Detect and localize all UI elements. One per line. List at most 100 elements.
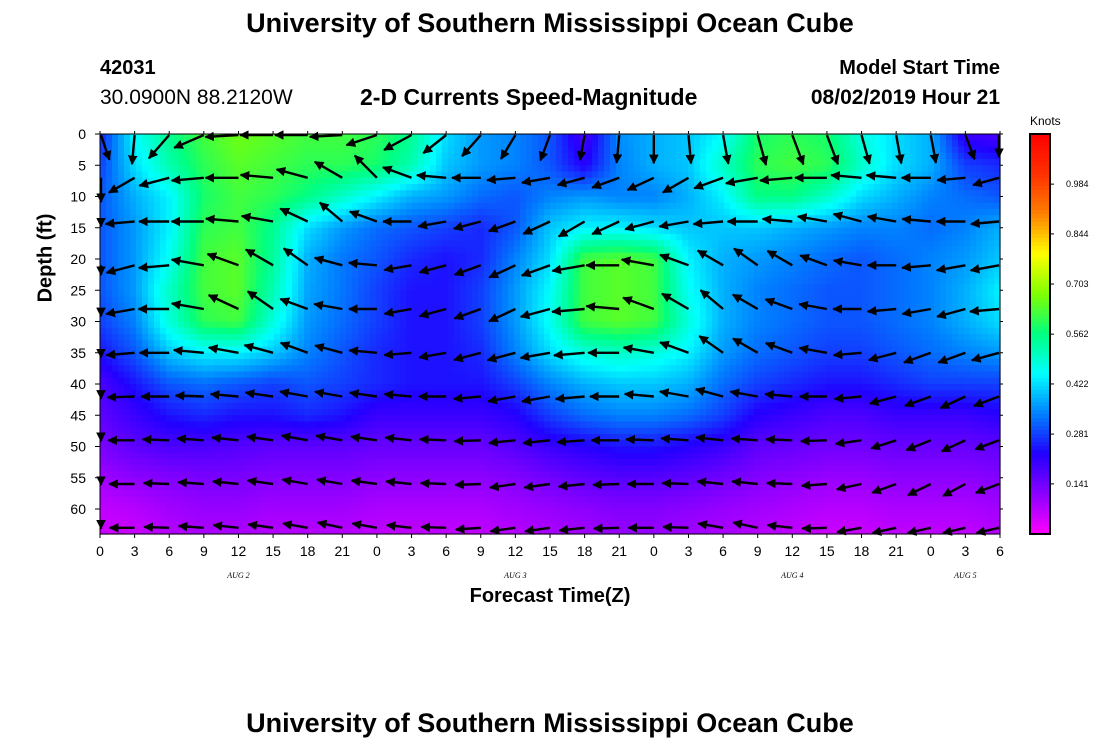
heatmap-cell xyxy=(898,284,905,291)
heatmap-cell xyxy=(586,215,593,223)
heatmap-cell xyxy=(616,165,623,173)
heatmap-cell xyxy=(736,271,743,279)
heatmap-cell xyxy=(574,315,581,323)
heatmap-cell xyxy=(526,246,533,254)
heatmap-cell xyxy=(376,202,383,210)
heatmap-cell xyxy=(178,196,185,204)
heatmap-cell xyxy=(508,134,515,141)
heatmap-cell xyxy=(526,134,533,141)
heatmap-cell xyxy=(532,221,539,229)
heatmap-cell xyxy=(838,252,845,260)
heatmap-cell xyxy=(718,240,725,248)
heatmap-cell xyxy=(610,246,617,254)
heatmap-cell xyxy=(244,321,251,329)
heatmap-cell xyxy=(550,177,557,185)
heatmap-cell xyxy=(334,246,341,254)
heatmap-cell xyxy=(952,252,959,260)
heatmap-cell xyxy=(622,327,629,335)
heatmap-cell xyxy=(256,309,263,316)
heatmap-cell xyxy=(724,184,731,191)
heatmap-cell xyxy=(862,302,869,310)
heatmap-cell xyxy=(826,221,833,229)
heatmap-cell xyxy=(616,309,623,316)
heatmap-cell xyxy=(928,184,935,191)
heatmap-cell xyxy=(544,184,551,191)
heatmap-cell xyxy=(562,221,569,229)
heatmap-cell xyxy=(670,259,677,266)
heatmap-cell xyxy=(220,159,227,166)
heatmap-cell xyxy=(328,252,335,260)
heatmap-cell xyxy=(634,246,641,254)
heatmap-cell xyxy=(274,284,281,291)
heatmap-cell xyxy=(592,240,599,248)
heatmap-cell xyxy=(994,271,1001,279)
heatmap-cell xyxy=(556,334,563,341)
heatmap-cell xyxy=(232,140,239,148)
heatmap-cell xyxy=(532,202,539,210)
heatmap-cell xyxy=(718,334,725,341)
heatmap-cell xyxy=(592,271,599,279)
heatmap-cell xyxy=(850,246,857,254)
heatmap-cell xyxy=(394,240,401,248)
heatmap-cell xyxy=(232,227,239,235)
heatmap-cell xyxy=(292,190,299,198)
heatmap-cell xyxy=(346,190,353,198)
heatmap-cell xyxy=(154,296,161,304)
heatmap-cell xyxy=(394,259,401,266)
heatmap-cell xyxy=(130,259,137,266)
heatmap-cell xyxy=(922,315,929,323)
heatmap-cell xyxy=(952,146,959,154)
heatmap-cell xyxy=(310,209,317,216)
heatmap-cell xyxy=(166,234,173,241)
heatmap-cell xyxy=(700,159,707,166)
heatmap-cell xyxy=(388,252,395,260)
heatmap-cell xyxy=(700,259,707,266)
heatmap-cell xyxy=(670,271,677,279)
heatmap-cell xyxy=(664,284,671,291)
heatmap-cell xyxy=(682,271,689,279)
heatmap-cell xyxy=(490,140,497,148)
heatmap-cell xyxy=(682,209,689,216)
heatmap-cell xyxy=(304,234,311,241)
heatmap-cell xyxy=(790,209,797,216)
heatmap-cell xyxy=(460,171,467,179)
heatmap-cell xyxy=(280,327,287,335)
heatmap-cell xyxy=(562,296,569,304)
heatmap-cell xyxy=(190,246,197,254)
heatmap-cell xyxy=(238,309,245,316)
heatmap-cell xyxy=(496,334,503,341)
heatmap-cell xyxy=(922,240,929,248)
heatmap-cell xyxy=(688,265,695,273)
heatmap-cell xyxy=(406,215,413,223)
heatmap-cell xyxy=(466,165,473,173)
heatmap-cell xyxy=(790,190,797,198)
heatmap-cell xyxy=(736,302,743,310)
heatmap-cell xyxy=(742,227,749,235)
heatmap-cell xyxy=(196,227,203,235)
heatmap-cell xyxy=(418,284,425,291)
heatmap-cell xyxy=(550,302,557,310)
heatmap-cell xyxy=(100,227,107,235)
heatmap-cell xyxy=(448,196,455,204)
heatmap-cell xyxy=(376,221,383,229)
heatmap-cell xyxy=(442,171,449,179)
heatmap-cell xyxy=(850,321,857,329)
heatmap-cell xyxy=(838,265,845,273)
heatmap-cell xyxy=(118,334,125,341)
heatmap-cell xyxy=(340,271,347,279)
heatmap-cell xyxy=(334,265,341,273)
heatmap-cell xyxy=(286,334,293,341)
heatmap-cell xyxy=(238,246,245,254)
heatmap-cell xyxy=(400,202,407,210)
heatmap-cell xyxy=(610,140,617,148)
station-id: 42031 xyxy=(100,57,156,79)
heatmap-cell xyxy=(268,259,275,266)
heatmap-cell xyxy=(112,340,119,348)
heatmap-cell xyxy=(490,290,497,298)
heatmap-cell xyxy=(574,227,581,235)
heatmap-cell xyxy=(868,221,875,229)
heatmap-cell xyxy=(370,209,377,216)
heatmap-cell xyxy=(958,134,965,141)
heatmap-cell xyxy=(190,227,197,235)
heatmap-cell xyxy=(976,290,983,298)
